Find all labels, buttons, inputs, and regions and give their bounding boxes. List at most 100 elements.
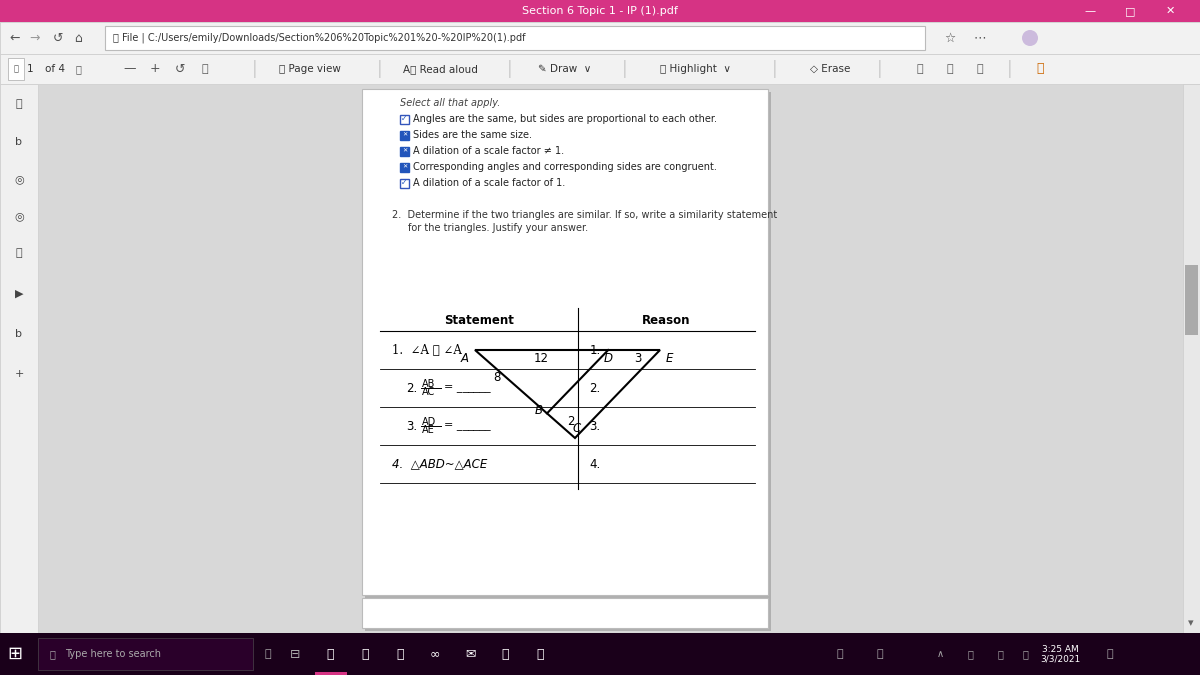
Text: |: | — [1007, 60, 1013, 78]
Text: 2.  Determine if the two triangles are similar. If so, write a similarity statem: 2. Determine if the two triangles are si… — [392, 210, 778, 220]
Bar — [400, 163, 409, 171]
Text: —: — — [124, 63, 137, 76]
Text: Statement: Statement — [444, 315, 514, 327]
Text: 2: 2 — [568, 415, 575, 428]
Text: b: b — [16, 137, 23, 147]
Text: AE: AE — [422, 425, 434, 435]
Text: ∞: ∞ — [430, 647, 440, 661]
Text: ✕: ✕ — [402, 164, 407, 169]
Text: 📌: 📌 — [1037, 63, 1044, 76]
Text: ⌂: ⌂ — [74, 32, 82, 45]
Text: ✕: ✕ — [1165, 6, 1175, 16]
Text: 3:25 AM: 3:25 AM — [1042, 645, 1079, 653]
Text: 🔴: 🔴 — [502, 647, 509, 661]
Text: 3.: 3. — [589, 419, 601, 433]
Text: 🎙: 🎙 — [265, 649, 271, 659]
Bar — [1186, 265, 1198, 335]
Text: 🖹: 🖹 — [16, 99, 23, 109]
Text: 🌐: 🌐 — [836, 649, 844, 659]
Text: 🖨: 🖨 — [917, 64, 923, 74]
Bar — [365, 92, 772, 598]
Text: B: B — [535, 404, 542, 417]
Text: 4.  △ABD~△ACE: 4. △ABD~△ACE — [392, 458, 487, 470]
Text: |: | — [508, 60, 512, 78]
Text: |: | — [772, 60, 778, 78]
Text: = ______: = ______ — [444, 421, 491, 431]
Bar — [38, 84, 1200, 633]
Text: 4.: 4. — [589, 458, 601, 470]
Text: 1: 1 — [26, 64, 34, 74]
Text: |: | — [622, 60, 628, 78]
Bar — [38, 638, 253, 670]
Text: = ______: = ______ — [444, 383, 491, 393]
Text: 2.: 2. — [406, 381, 418, 394]
Text: ◎: ◎ — [14, 174, 24, 184]
Text: AC: AC — [422, 387, 436, 397]
Text: Corresponding angles and corresponding sides are congruent.: Corresponding angles and corresponding s… — [413, 161, 716, 171]
Text: 2.: 2. — [589, 381, 601, 394]
Text: 💾: 💾 — [947, 64, 953, 74]
Bar — [362, 89, 768, 595]
Text: C: C — [572, 423, 581, 435]
Text: 📶: 📶 — [1022, 649, 1028, 659]
Text: —: — — [1085, 6, 1096, 16]
Text: ☆: ☆ — [944, 32, 955, 45]
Text: 🔍: 🔍 — [76, 64, 80, 74]
Text: 1.  ∠A ≅ ∠A: 1. ∠A ≅ ∠A — [392, 344, 462, 356]
Text: 📁: 📁 — [361, 647, 368, 661]
Text: Angles are the same, but sides are proportional to each other.: Angles are the same, but sides are propo… — [413, 113, 718, 124]
Text: A: A — [461, 352, 469, 364]
Text: ←: ← — [10, 32, 20, 45]
Text: 📦: 📦 — [396, 647, 403, 661]
Text: E: E — [665, 352, 673, 364]
Text: ✉: ✉ — [464, 647, 475, 661]
Text: A dilation of a scale factor ≠ 1.: A dilation of a scale factor ≠ 1. — [413, 146, 564, 155]
Text: ⊟: ⊟ — [289, 647, 300, 661]
Bar — [362, 598, 768, 628]
Text: 👥: 👥 — [967, 649, 973, 659]
Bar — [0, 22, 1200, 54]
Text: 🖥: 🖥 — [1106, 649, 1114, 659]
Text: 3: 3 — [635, 352, 642, 365]
Text: ⬜: ⬜ — [202, 64, 209, 74]
Text: for the triangles. Justify your answer.: for the triangles. Justify your answer. — [408, 223, 588, 233]
Text: Sides are the same size.: Sides are the same size. — [413, 130, 532, 140]
Text: 🖊 Highlight  ∨: 🖊 Highlight ∨ — [660, 64, 731, 74]
Bar — [0, 0, 1200, 22]
Text: ✕: ✕ — [402, 132, 407, 137]
Circle shape — [1022, 30, 1038, 46]
Bar — [400, 178, 409, 188]
Text: ✓: ✓ — [401, 114, 408, 123]
Bar — [400, 146, 409, 155]
Text: A⃰ Read aloud: A⃰ Read aloud — [402, 64, 478, 74]
Text: 👤: 👤 — [877, 649, 883, 659]
Text: of 4: of 4 — [46, 64, 65, 74]
Text: ∧: ∧ — [936, 649, 943, 659]
Bar — [0, 84, 38, 633]
Text: Section 6 Topic 1 - IP (1).pdf: Section 6 Topic 1 - IP (1).pdf — [522, 6, 678, 16]
Text: ↺: ↺ — [53, 32, 64, 45]
Bar — [106, 26, 925, 50]
Text: AD: AD — [422, 417, 437, 427]
Text: ⋯: ⋯ — [973, 32, 986, 45]
Bar — [400, 130, 409, 140]
Text: 12: 12 — [534, 352, 550, 365]
Text: 🔊: 🔊 — [997, 649, 1003, 659]
Text: 🗋: 🗋 — [13, 65, 18, 74]
Text: 1.: 1. — [589, 344, 601, 356]
Bar — [400, 115, 409, 124]
Text: ⊞: ⊞ — [7, 645, 23, 663]
Text: A dilation of a scale factor of 1.: A dilation of a scale factor of 1. — [413, 178, 565, 188]
Text: →: → — [30, 32, 41, 45]
Text: □: □ — [1124, 6, 1135, 16]
Text: ▾: ▾ — [1188, 618, 1194, 628]
Text: ↺: ↺ — [175, 63, 185, 76]
Text: Select all that apply.: Select all that apply. — [400, 98, 500, 108]
Text: |: | — [877, 60, 883, 78]
Text: 📄: 📄 — [16, 248, 23, 258]
Text: 🔍: 🔍 — [49, 649, 55, 659]
Text: 3.: 3. — [406, 419, 418, 433]
Text: ⓘ File | C:/Users/emily/Downloads/Section%206%20Topic%201%20-%20IP%20(1).pdf: ⓘ File | C:/Users/emily/Downloads/Sectio… — [113, 33, 526, 43]
Bar — [0, 54, 1200, 84]
Text: ▶: ▶ — [14, 289, 23, 299]
